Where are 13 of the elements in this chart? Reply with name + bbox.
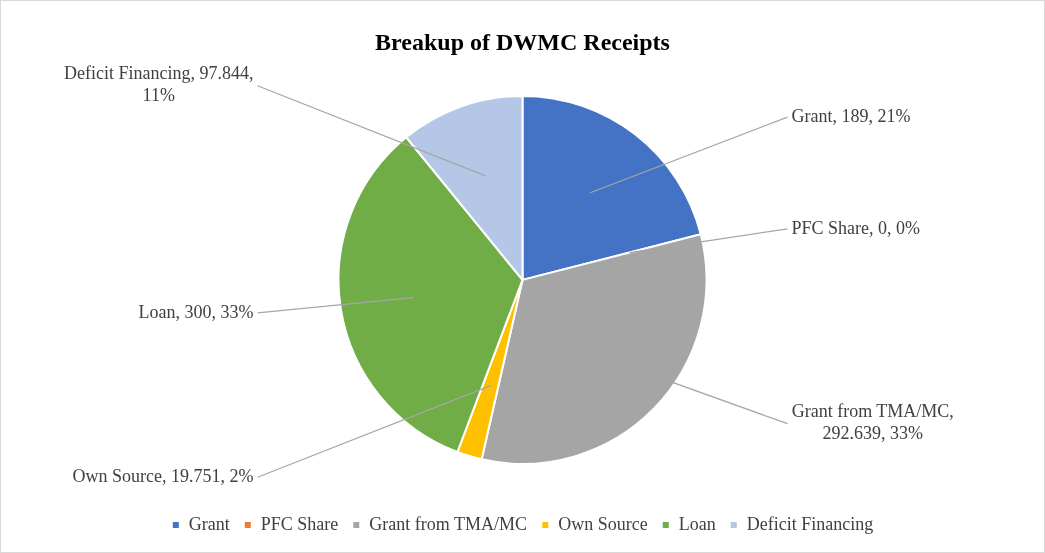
legend-label: Own Source <box>558 513 648 534</box>
data-label: Grant, 189, 21% <box>791 105 911 126</box>
legend-label: Grant <box>188 513 230 534</box>
data-label: Loan, 300, 33% <box>138 301 254 322</box>
legend-label: Deficit Financing <box>746 513 874 534</box>
legend-label: PFC Share <box>260 513 339 534</box>
data-label: Deficit Financing, 97.844, 11% <box>64 63 254 106</box>
data-label: Own Source, 19.751, 2% <box>72 465 254 486</box>
chart-title: Breakup of DWMC Receipts <box>375 28 670 55</box>
text: PFC Share, 0, 0% <box>791 217 921 238</box>
data-label: Grant from TMA/MC, 292.639, 33% <box>791 401 954 444</box>
legend-label: Grant from TMA/MC <box>369 513 527 534</box>
legend-label: Loan <box>678 513 716 534</box>
